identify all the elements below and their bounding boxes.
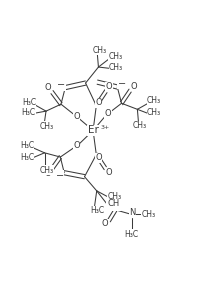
Text: H₃C: H₃C	[21, 108, 36, 117]
Text: O: O	[73, 141, 80, 150]
Text: −: −	[56, 171, 64, 181]
Text: CH₃: CH₃	[147, 108, 161, 117]
Text: CH: CH	[108, 199, 120, 208]
Text: O: O	[95, 98, 102, 107]
Text: CH₃: CH₃	[107, 201, 121, 210]
Text: O: O	[105, 109, 111, 118]
Text: −: −	[57, 80, 65, 90]
Text: CH₃: CH₃	[132, 121, 147, 130]
Text: O: O	[106, 168, 112, 177]
Text: Er: Er	[88, 125, 98, 136]
Text: O: O	[45, 169, 51, 178]
Text: H₃C: H₃C	[91, 206, 105, 215]
Text: O: O	[102, 219, 108, 228]
Text: 3+: 3+	[101, 125, 110, 130]
Text: H₃C: H₃C	[20, 153, 34, 162]
Text: N: N	[129, 208, 135, 217]
Text: H₃C: H₃C	[20, 141, 34, 150]
Text: CH₃: CH₃	[40, 122, 54, 131]
Text: O: O	[106, 82, 112, 91]
Text: H₃C: H₃C	[22, 98, 36, 107]
Text: CH₃: CH₃	[108, 52, 123, 61]
Text: CH₃: CH₃	[147, 96, 161, 105]
Text: CH₃: CH₃	[142, 210, 156, 219]
Text: CH₃: CH₃	[107, 192, 121, 201]
Text: O: O	[95, 153, 102, 162]
Text: CH₃: CH₃	[39, 166, 53, 175]
Text: −: −	[118, 79, 126, 89]
Text: CH₃: CH₃	[93, 46, 107, 55]
Text: O: O	[45, 83, 51, 92]
Text: O: O	[131, 82, 137, 91]
Text: H₃C: H₃C	[125, 230, 139, 239]
Text: CH₃: CH₃	[109, 63, 123, 72]
Text: O: O	[73, 112, 80, 121]
